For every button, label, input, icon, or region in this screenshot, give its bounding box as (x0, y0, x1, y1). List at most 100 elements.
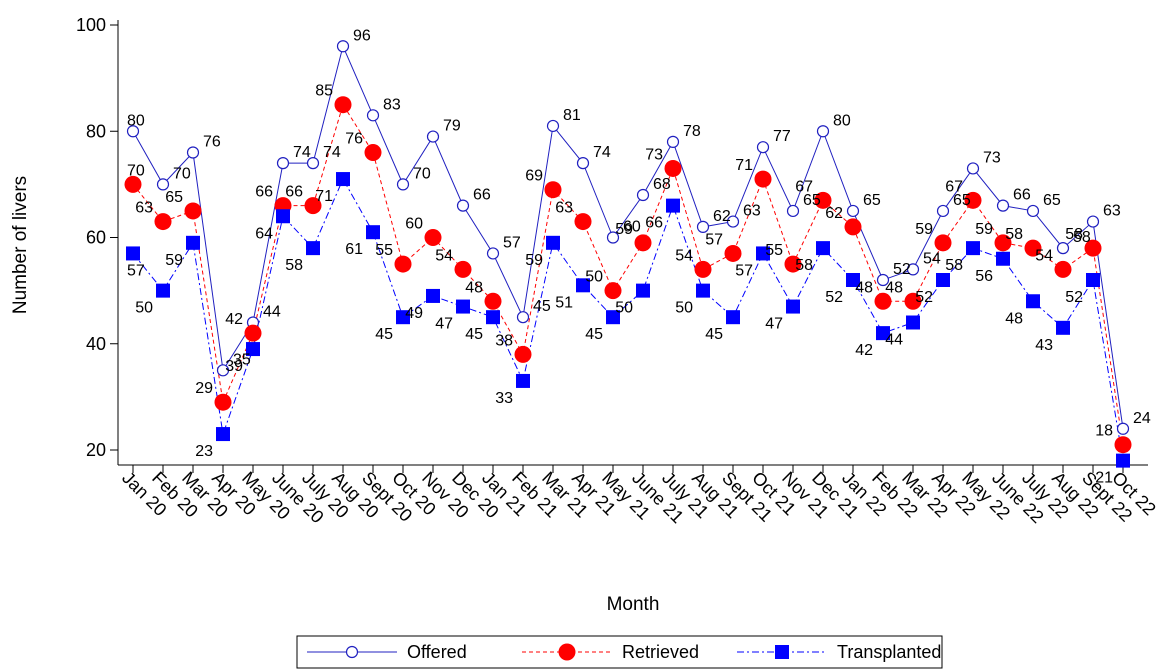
data-label-transplanted: 48 (1005, 310, 1023, 327)
point-offered (606, 231, 620, 244)
data-label-transplanted: 56 (975, 268, 993, 285)
point-offered (426, 130, 440, 143)
point-retrieved (814, 191, 832, 209)
data-label-offered: 58 (1073, 229, 1091, 246)
data-label-retrieved: 67 (795, 178, 813, 195)
data-label-offered: 63 (743, 203, 761, 220)
legend-items: Offered Retrieved Transplanted (307, 642, 941, 662)
data-label-retrieved: 29 (195, 380, 213, 397)
data-label-retrieved: 66 (255, 184, 273, 201)
point-transplanted (456, 299, 470, 314)
data-label-offered: 74 (293, 144, 311, 161)
data-label-offered: 52 (893, 261, 911, 278)
data-label-retrieved: 69 (525, 168, 543, 185)
data-label-offered: 68 (653, 176, 671, 193)
point-transplanted (366, 225, 380, 240)
point-retrieved (724, 244, 742, 262)
point-transplanted (906, 315, 920, 330)
point-offered (996, 199, 1010, 212)
legend-item-retrieved: Retrieved (522, 642, 699, 662)
point-transplanted (546, 235, 560, 250)
data-label-transplanted: 52 (825, 289, 843, 306)
data-label-offered: 35 (233, 351, 251, 368)
point-offered (1086, 215, 1100, 228)
point-transplanted (276, 209, 290, 224)
legend-label: Offered (407, 642, 467, 662)
point-retrieved (484, 292, 502, 310)
point-offered (216, 364, 230, 377)
data-label-offered: 65 (953, 192, 971, 209)
point-transplanted (1116, 453, 1130, 468)
y-tick-label: 60 (86, 228, 106, 248)
point-retrieved (964, 191, 982, 209)
point-retrieved (604, 282, 622, 300)
point-transplanted (726, 310, 740, 325)
y-axis-title: Number of livers (10, 176, 31, 314)
point-retrieved (184, 202, 202, 220)
data-label-retrieved: 50 (585, 269, 603, 286)
point-offered (336, 40, 350, 53)
point-retrieved (154, 213, 172, 231)
point-transplanted (636, 283, 650, 298)
point-retrieved (544, 181, 562, 199)
point-transplanted (216, 427, 230, 442)
point-transplanted (876, 326, 890, 341)
point-transplanted (1056, 320, 1070, 335)
point-offered (906, 263, 920, 276)
data-label-transplanted: 33 (495, 390, 513, 407)
point-offered (786, 204, 800, 218)
data-label-offered: 65 (863, 192, 881, 209)
data-label-transplanted: 51 (555, 294, 573, 311)
data-label-transplanted: 52 (1065, 289, 1083, 306)
point-retrieved (634, 234, 652, 252)
point-retrieved (334, 96, 352, 114)
data-label-retrieved: 62 (825, 205, 843, 222)
point-offered (726, 215, 740, 228)
point-offered (936, 204, 950, 218)
point-transplanted (1026, 294, 1040, 309)
y-tick-label: 20 (86, 440, 106, 460)
data-label-offered: 70 (413, 165, 431, 182)
point-offered (636, 188, 650, 202)
point-offered (546, 119, 560, 133)
data-label-offered: 65 (1043, 192, 1061, 209)
point-transplanted (336, 172, 350, 187)
point-retrieved (694, 260, 712, 278)
series-retrieved (132, 103, 1124, 445)
point-retrieved (394, 255, 412, 273)
data-label-offered: 80 (833, 112, 851, 129)
point-transplanted (576, 278, 590, 293)
data-label-transplanted: 50 (675, 300, 693, 317)
point-offered (156, 178, 170, 191)
point-offered (966, 162, 980, 175)
data-label-offered: 77 (773, 128, 791, 145)
data-label-retrieved: 70 (127, 162, 145, 179)
data-label-transplanted: 50 (135, 300, 153, 317)
data-label-retrieved: 48 (855, 279, 873, 296)
legend-label: Retrieved (622, 642, 699, 662)
data-label-transplanted: 49 (405, 305, 423, 322)
point-offered (1056, 242, 1070, 255)
data-label-transplanted: 61 (345, 241, 363, 258)
data-label-offered: 70 (173, 165, 191, 182)
data-label-transplanted: 59 (525, 252, 543, 269)
data-label-transplanted: 23 (195, 443, 213, 460)
y-tick-label: 80 (86, 121, 106, 141)
data-label-transplanted: 64 (255, 225, 273, 242)
point-offered (846, 204, 860, 218)
data-label-transplanted: 45 (705, 326, 723, 343)
data-labels: 80 70 76 35 44 74 74 96 83 70 79 66 57 45 81 74 60 68 78 62… (127, 27, 1151, 486)
data-label-offered: 66 (1013, 187, 1031, 204)
point-retrieved (844, 218, 862, 236)
data-label-retrieved: 65 (165, 189, 183, 206)
point-retrieved (124, 175, 142, 193)
point-retrieved (1084, 239, 1102, 257)
data-label-transplanted: 57 (735, 262, 753, 279)
point-offered (576, 157, 590, 170)
series-markers-retrieved (124, 96, 1132, 454)
point-transplanted (186, 235, 200, 250)
data-label-retrieved: 57 (705, 231, 723, 248)
data-label-transplanted: 57 (127, 262, 145, 279)
